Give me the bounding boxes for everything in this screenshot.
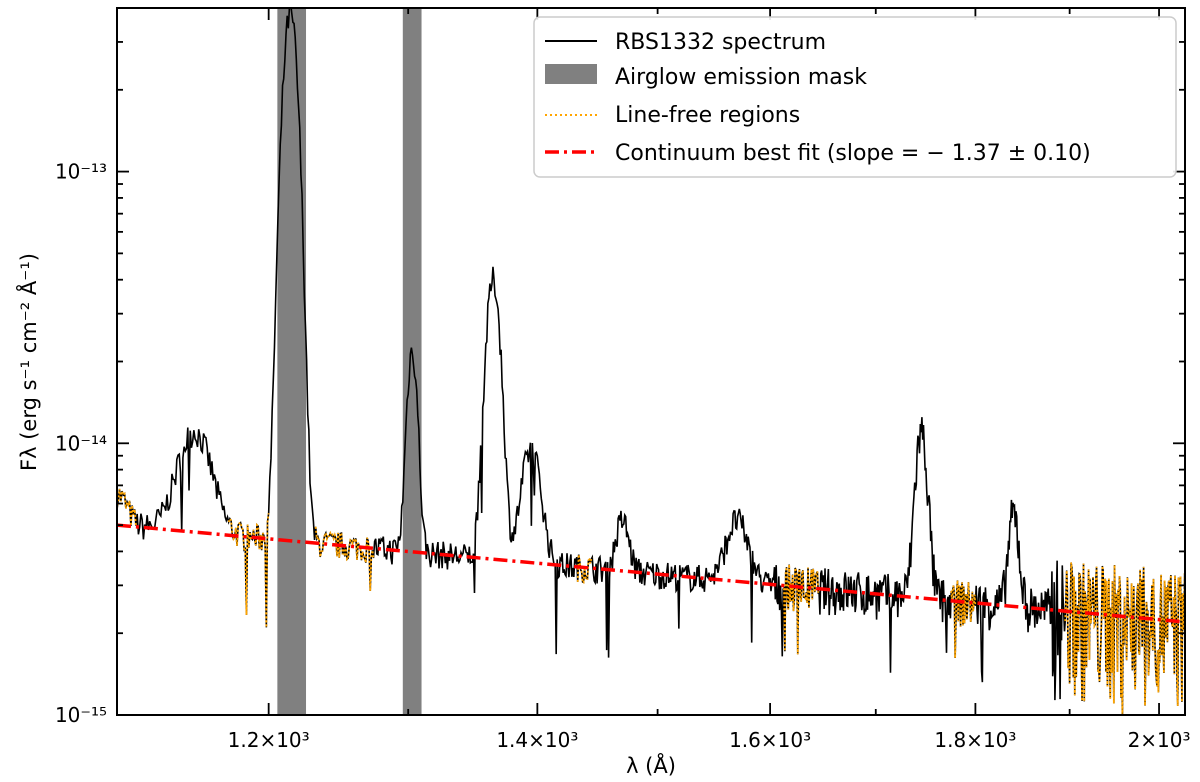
line-free-segment bbox=[314, 526, 375, 592]
airglow-mask-bands bbox=[277, 8, 422, 715]
line-free-segment bbox=[576, 554, 594, 584]
legend-box bbox=[533, 16, 1177, 178]
x-tick-label: 1.6×10³ bbox=[729, 728, 811, 752]
line-free-segment bbox=[117, 488, 137, 526]
airglow-mask-band bbox=[402, 8, 422, 715]
y-axis-ticks: 10⁻¹⁵ 10⁻¹⁴ 10⁻¹³ bbox=[55, 7, 1185, 727]
x-axis-label: λ (Å) bbox=[626, 752, 676, 778]
x-tick-label: 1.8×10³ bbox=[934, 728, 1016, 752]
x-tick-label: 1.2×10³ bbox=[228, 728, 310, 752]
line-free-segment bbox=[227, 513, 270, 628]
legend-label-linefree: Line-free regions bbox=[615, 103, 800, 128]
line-free-segment bbox=[1064, 562, 1185, 715]
y-axis-label: Fλ (erg s⁻¹ cm⁻² Å⁻¹) bbox=[15, 253, 41, 471]
y-tick-label: 10⁻¹⁵ bbox=[55, 703, 107, 727]
continuum-fit-line bbox=[117, 523, 1185, 624]
x-tick-label: 1.4×10³ bbox=[496, 728, 578, 752]
y-tick-label: 10⁻¹⁴ bbox=[55, 431, 107, 455]
legend-label-spectrum: RBS1332 spectrum bbox=[615, 30, 826, 55]
line-free-series bbox=[117, 488, 1185, 715]
legend-label-fit: Continuum best fit (slope = − 1.37 ± 0.1… bbox=[615, 141, 1091, 166]
x-tick-label: 2×10³ bbox=[1128, 728, 1191, 752]
line-free-segment bbox=[950, 580, 977, 658]
legend-label-mask: Airglow emission mask bbox=[615, 65, 867, 90]
y-tick-label: 10⁻¹³ bbox=[55, 160, 107, 184]
continuum-fit-series bbox=[117, 523, 1185, 624]
legend: RBS1332 spectrum Airglow emission mask L… bbox=[533, 16, 1177, 178]
legend-marker-mask bbox=[545, 64, 597, 84]
x-axis-ticks: 1.2×10³ 1.4×10³ 1.6×10³ 1.8×10³ 2×10³ bbox=[116, 8, 1191, 752]
